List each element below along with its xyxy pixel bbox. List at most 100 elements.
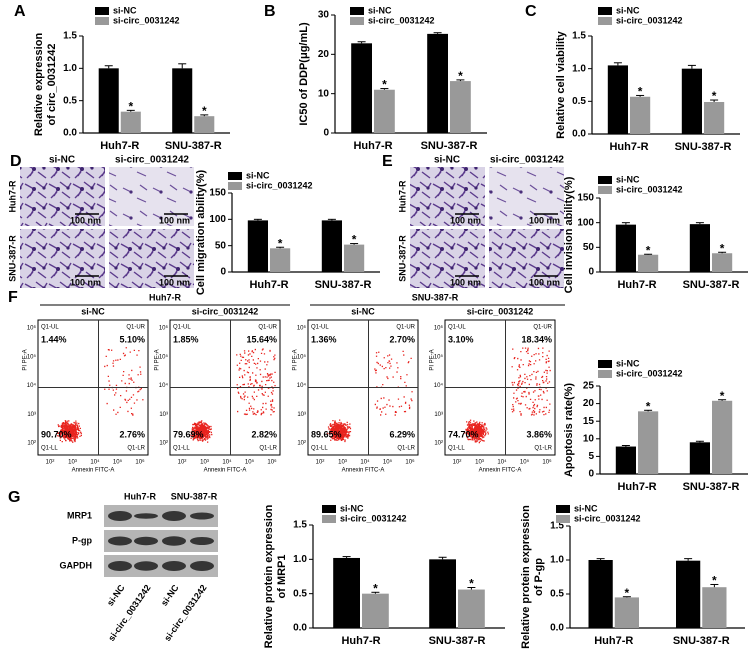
- quadrant-percent: 15.64%: [246, 334, 277, 344]
- legend-swatch: [95, 7, 109, 15]
- bar: [172, 68, 193, 133]
- quadrant-name: Q1-LR: [259, 446, 277, 452]
- row-label: MRP1: [67, 510, 92, 520]
- micrograph: [410, 229, 485, 288]
- significance-mark: *: [128, 100, 133, 114]
- y-axis-label: Relative protein expression: [520, 505, 532, 649]
- x-tick-label: Huh7-R: [594, 635, 633, 647]
- blot-band: [190, 512, 214, 520]
- x-tick-label: 10²: [453, 460, 462, 466]
- micrograph: [109, 167, 194, 226]
- significance-mark: *: [646, 243, 651, 257]
- y-tick-label: 20: [318, 49, 330, 60]
- legend-label: si-circ_0031242: [616, 368, 683, 378]
- y-axis-label: Cell invision ability(%): [563, 176, 575, 293]
- group-label: Huh7-R: [149, 292, 181, 302]
- y-tick-label: 10²: [27, 441, 36, 447]
- blot-strip: [104, 555, 218, 577]
- blot-strip: [104, 530, 218, 552]
- bar: [429, 559, 456, 628]
- x-tick-label: 10³: [200, 460, 209, 466]
- y-axis-label: PI PE-A: [430, 349, 436, 370]
- quadrant-name: Q1-UR: [126, 325, 145, 331]
- row-label: GAPDH: [59, 560, 92, 570]
- legend-label: si-NC: [616, 174, 640, 184]
- blot-strip: [104, 505, 218, 527]
- bar: [98, 68, 119, 133]
- panel-label: C: [525, 3, 537, 20]
- bar: [676, 560, 701, 628]
- x-tick-label: SNU-387-R: [683, 279, 740, 291]
- x-tick-label: 10⁶: [405, 459, 415, 466]
- y-axis-label: Relative protein expression: [263, 504, 275, 648]
- significance-mark: *: [458, 69, 463, 83]
- y-tick-label: 10³: [27, 412, 36, 418]
- legend-label: si-NC: [616, 5, 640, 15]
- event-cloud: [57, 347, 144, 443]
- quadrant-percent: 90.70%: [41, 429, 72, 439]
- x-tick-label: 10³: [338, 460, 347, 466]
- legend-swatch: [556, 515, 570, 523]
- legend-swatch: [598, 176, 612, 184]
- y-axis-label: IC50 of DDP(μg/mL): [298, 22, 310, 126]
- legend-swatch: [598, 17, 612, 25]
- x-axis-label: Annexin FITC-A: [342, 468, 385, 474]
- y-tick-label: 150: [209, 188, 226, 199]
- quadrant-percent: 89.65%: [311, 429, 342, 439]
- quadrant-percent: 2.82%: [251, 429, 277, 439]
- legend-swatch: [598, 186, 612, 194]
- legend-swatch: [95, 17, 109, 25]
- bar: [344, 244, 365, 272]
- x-tick-label: 10⁶: [135, 459, 145, 466]
- legend-label: si-circ_0031242: [616, 15, 683, 25]
- x-tick-label: 10²: [178, 460, 187, 466]
- row-label: SNU-387-R: [397, 235, 407, 282]
- significance-mark: *: [469, 577, 474, 591]
- y-tick-label: 0.5: [572, 96, 586, 107]
- quadrant-name: Q1-LR: [127, 446, 145, 452]
- bar: [588, 560, 613, 628]
- significance-mark: *: [352, 233, 357, 247]
- y-tick-label: 0: [588, 469, 594, 480]
- scale-bar-label: 100 nm: [450, 215, 481, 225]
- quadrant-name: Q1-LL: [173, 446, 190, 452]
- y-tick-label: 10³: [297, 412, 306, 418]
- x-tick-label: Huh7-R: [100, 140, 139, 152]
- x-tick-label: Huh7-R: [617, 279, 656, 291]
- group-label: Huh7-R: [124, 491, 156, 501]
- quadrant-percent: 2.70%: [389, 334, 415, 344]
- blot-band: [108, 561, 132, 571]
- x-tick-label: SNU-387-R: [315, 279, 372, 291]
- x-tick-label: 10⁴: [222, 459, 232, 466]
- quadrant-percent: 18.34%: [521, 334, 552, 344]
- quadrant-name: Q1-LL: [448, 446, 465, 452]
- y-tick-label: 10⁶: [434, 325, 444, 332]
- micrograph: [109, 229, 194, 288]
- y-axis-label: of MRP1: [276, 555, 288, 599]
- y-tick-label: 10⁶: [159, 325, 169, 332]
- y-axis-label: Apoptosis rate(%): [563, 383, 575, 477]
- bar: [194, 116, 215, 133]
- y-axis-label: Cell migration ability(%): [195, 170, 207, 296]
- y-axis-label: of P-gp: [533, 558, 545, 596]
- x-tick-label: 10²: [46, 460, 55, 466]
- panel-label: E: [382, 153, 393, 170]
- legend-label: si-NC: [246, 170, 270, 180]
- blot-band: [108, 511, 132, 521]
- quadrant-name: Q1-LR: [397, 446, 415, 452]
- row-label: SNU-387-R: [7, 235, 17, 282]
- row-label: P-gp: [72, 535, 92, 545]
- y-tick-label: 0: [588, 267, 594, 278]
- quadrant-percent: 79.69%: [173, 429, 204, 439]
- micrograph: [489, 229, 564, 288]
- bar: [362, 593, 389, 628]
- quadrant-percent: 1.85%: [173, 334, 199, 344]
- y-tick-label: 10⁴: [434, 382, 444, 389]
- quadrant-percent: 6.29%: [389, 429, 415, 439]
- legend-label: si-circ_0031242: [246, 180, 313, 190]
- y-tick-label: 25: [583, 381, 595, 392]
- y-tick-label: 50: [215, 240, 227, 251]
- column-label: si-circ_0031242: [490, 155, 564, 166]
- legend-swatch: [228, 172, 242, 180]
- quadrant-name: Q1-UL: [173, 325, 191, 331]
